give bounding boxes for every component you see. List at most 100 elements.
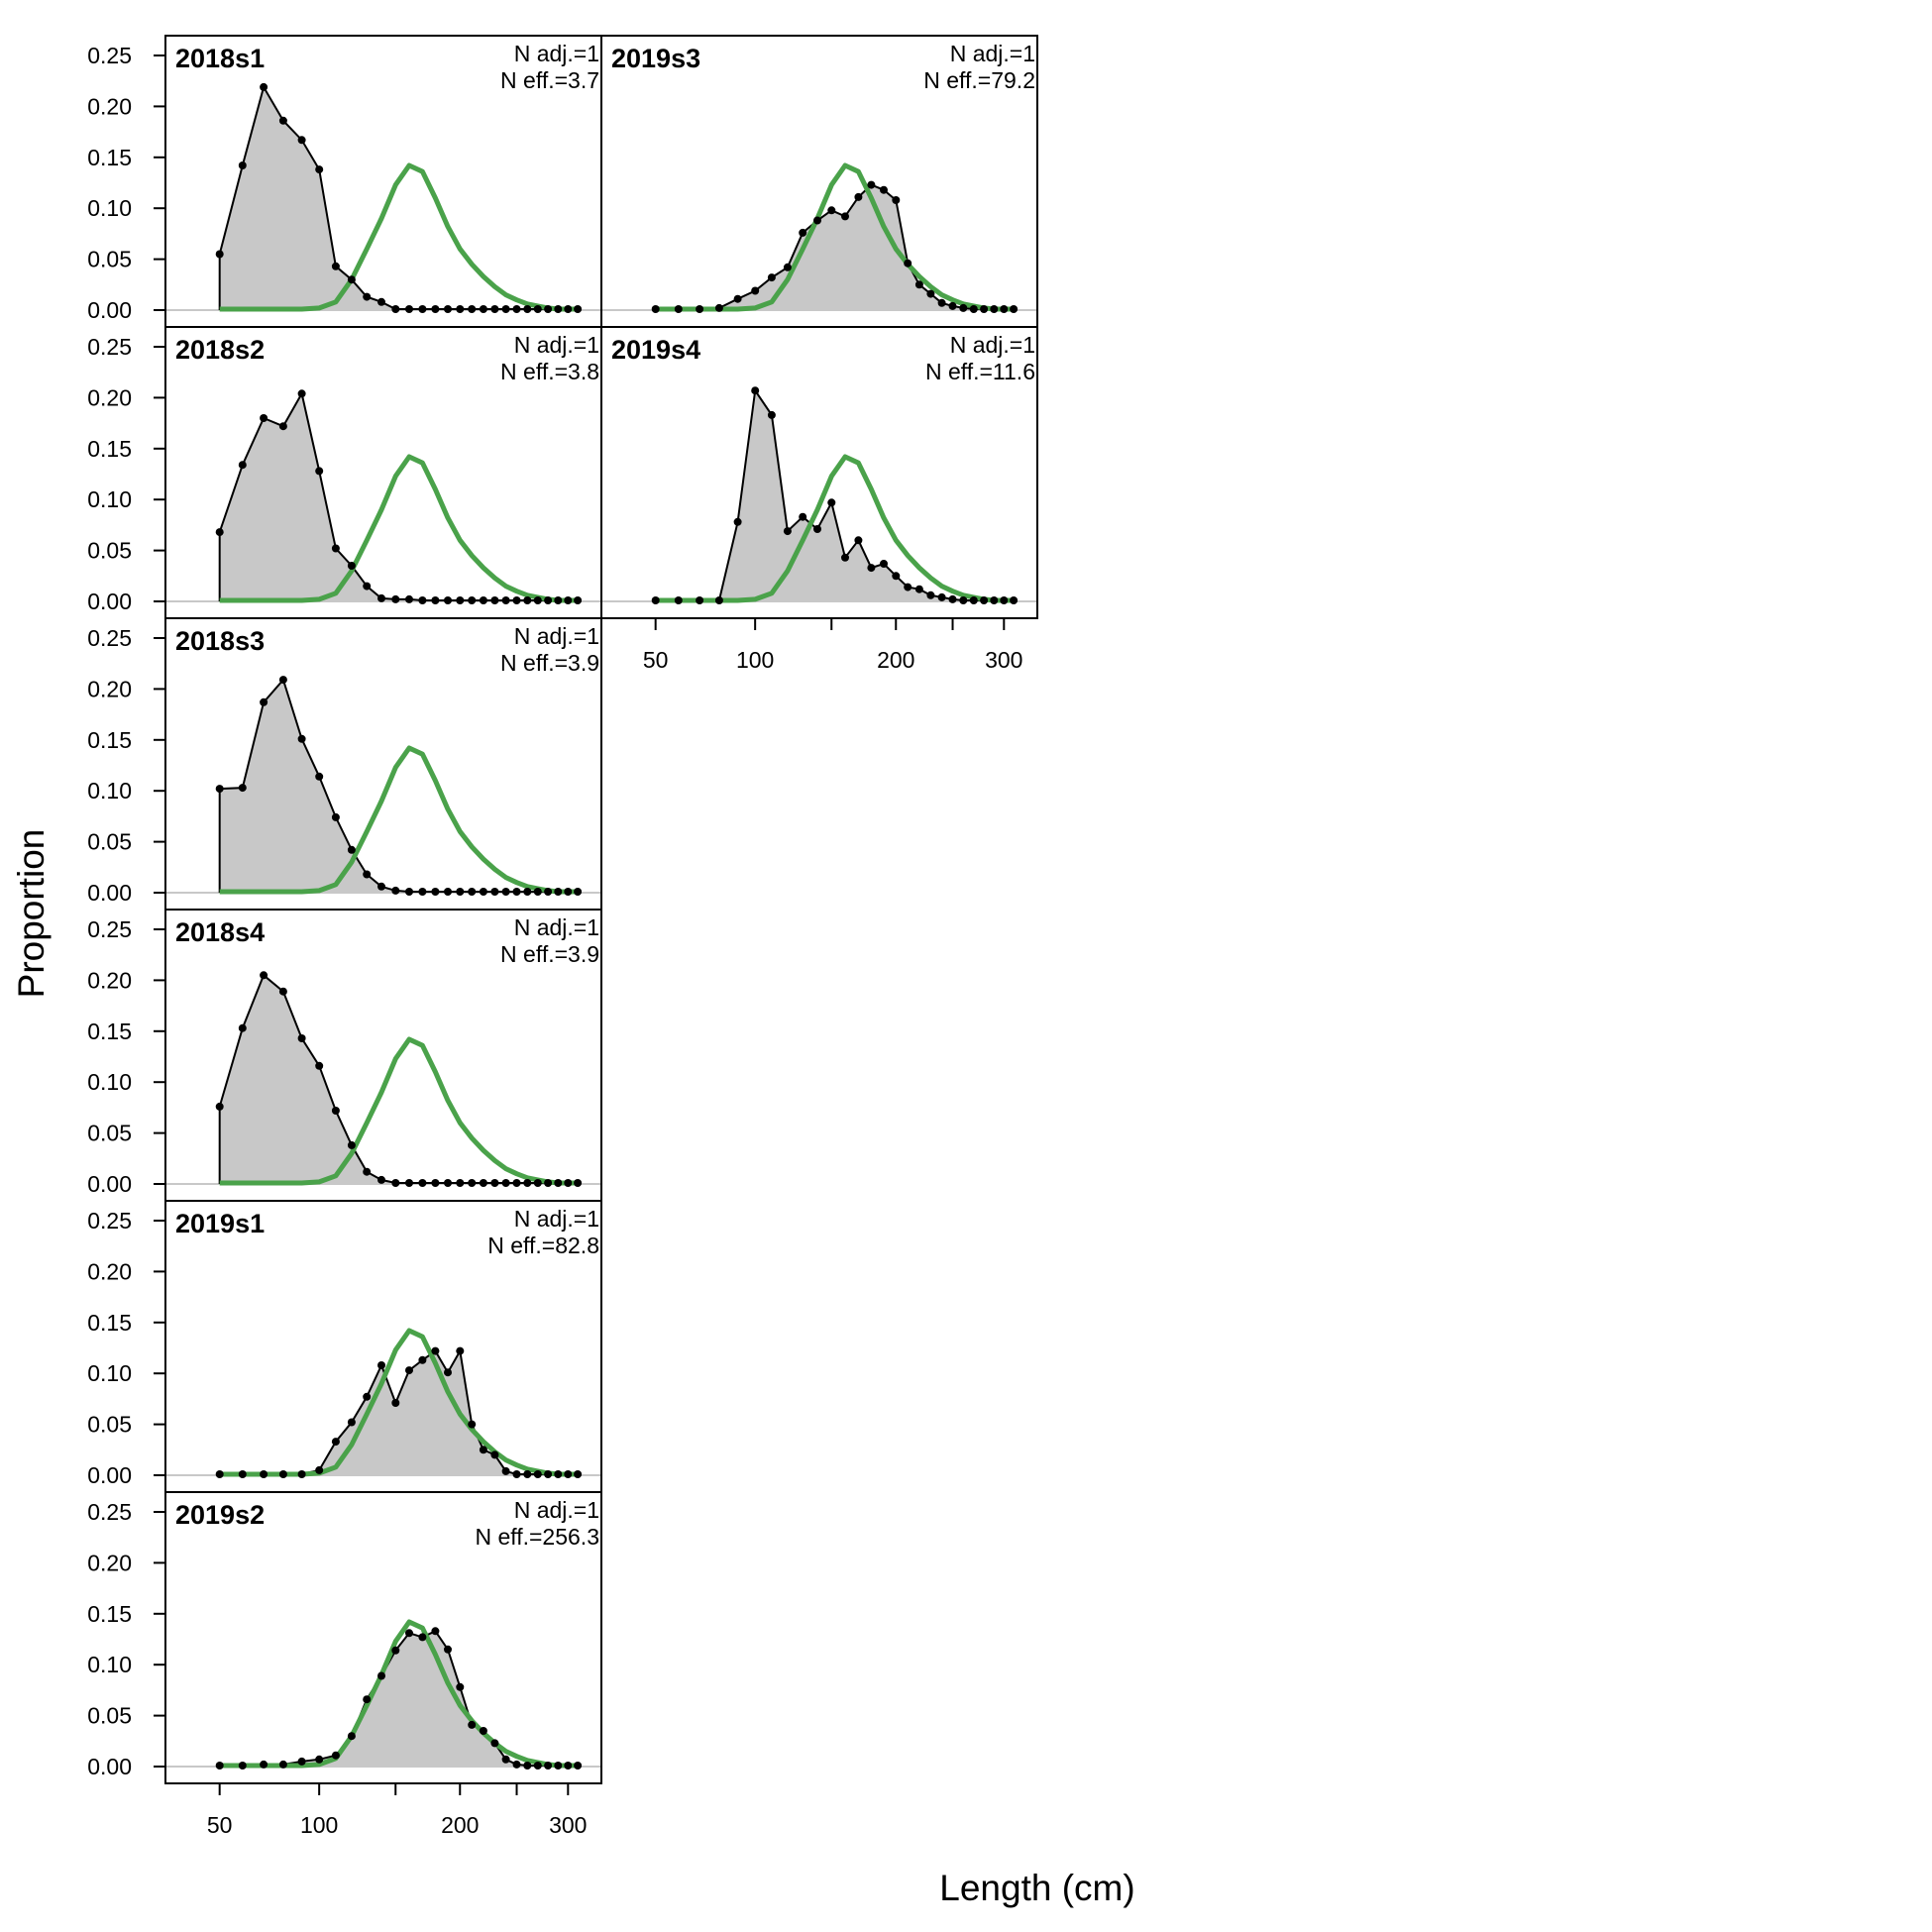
expected-line (219, 162, 579, 312)
observed-point (468, 596, 477, 604)
observed-point (554, 1470, 563, 1478)
observed-point (544, 1470, 553, 1478)
x-tick-label: 200 (441, 1812, 479, 1838)
observed-point (1000, 596, 1009, 604)
panels-layer: 2018s1 N adj.=1N eff.=3.70.000.050.100.15… (87, 35, 1038, 1838)
observed-point (574, 1762, 583, 1770)
observed-point (215, 250, 224, 259)
observed-point (260, 1760, 268, 1769)
observed-point (651, 305, 660, 313)
observed-point (544, 1179, 553, 1187)
expected-line (655, 454, 1015, 603)
expected-line (219, 454, 579, 603)
observed-point (914, 280, 923, 289)
observed-point (969, 596, 978, 604)
observed-point (564, 305, 573, 313)
observed-point (512, 888, 521, 896)
n-adj-label: N adj.=1 (514, 914, 599, 940)
panel-label: 2019s1 (175, 1209, 265, 1238)
expected-line (655, 162, 1015, 312)
y-tick-label: 0.10 (87, 1652, 132, 1677)
observed-point (948, 594, 957, 603)
n-eff-label: N eff.=79.2 (923, 67, 1035, 93)
observed-point (490, 1450, 499, 1459)
y-tick-label: 0.10 (87, 486, 132, 512)
observed-point (347, 562, 356, 570)
observed-point (297, 136, 306, 145)
observed-point (714, 596, 723, 604)
y-tick-label: 0.20 (87, 93, 132, 119)
y-tick-label: 0.10 (87, 778, 132, 804)
observed-area (219, 680, 579, 893)
observed-point (431, 1346, 440, 1355)
observed-point (297, 1470, 306, 1478)
observed-point (490, 305, 499, 313)
observed-area (219, 86, 579, 311)
n-eff-label: N eff.=3.9 (500, 650, 599, 676)
observed-area (219, 1631, 579, 1767)
observed-point (278, 1760, 287, 1769)
observed-point (238, 1762, 247, 1770)
observed-point (215, 1762, 224, 1770)
y-tick-label: 0.20 (87, 384, 132, 410)
observed-point (215, 1102, 224, 1111)
observed-point (904, 259, 912, 268)
observed-point (468, 1420, 477, 1429)
observed-point (456, 305, 465, 313)
observed-point (215, 1470, 224, 1478)
observed-point (331, 544, 340, 553)
panel-2018s1: 2018s1 N adj.=1N eff.=3.7 0.00 0.05 0.10 0.15… (87, 35, 602, 328)
observed-point (969, 305, 978, 313)
observed-point (260, 82, 268, 91)
x-tick-label: 50 (643, 647, 669, 673)
panel-label: 2018s2 (175, 335, 265, 365)
observed-point (468, 888, 477, 896)
observed-point (238, 784, 247, 793)
observed-line (218, 973, 579, 1185)
y-tick-label: 0.00 (87, 589, 132, 614)
observed-point (479, 596, 487, 604)
observed-point (479, 888, 487, 896)
y-tick-label: 0.15 (87, 1601, 132, 1627)
observed-point (479, 305, 487, 313)
observed-point (363, 1695, 372, 1704)
observed-point (799, 512, 807, 521)
observed-line (654, 387, 1015, 602)
observed-point (523, 888, 532, 896)
observed-point (533, 1762, 542, 1770)
observed-point (674, 305, 683, 313)
observed-point (926, 289, 935, 298)
observed-point (418, 1179, 427, 1187)
observed-point (813, 525, 821, 533)
observed-point (456, 1346, 465, 1355)
observed-point (363, 582, 372, 590)
observed-point (391, 886, 400, 895)
observed-point (431, 1627, 440, 1636)
n-eff-label: N eff.=3.8 (500, 359, 599, 384)
n-adj-label: N adj.=1 (950, 41, 1035, 66)
observed-point (959, 303, 968, 312)
observed-point (512, 1179, 521, 1187)
observed-point (377, 1361, 385, 1369)
observed-point (456, 596, 465, 604)
observed-point (391, 594, 400, 603)
observed-point (533, 888, 542, 896)
observed-point (444, 305, 452, 313)
y-tick-label: 0.25 (87, 1208, 132, 1234)
observed-point (799, 228, 807, 237)
panel-label: 2018s4 (175, 917, 265, 947)
observed-point (347, 1732, 356, 1741)
y-tick-label: 0.10 (87, 195, 132, 221)
observed-point (854, 192, 863, 201)
observed-point (418, 305, 427, 313)
x-tick-label: 100 (736, 647, 774, 673)
panel-frame (164, 1491, 602, 1784)
observed-point (444, 596, 452, 604)
y-tick-label: 0.15 (87, 436, 132, 462)
observed-point (260, 1470, 268, 1478)
observed-point (574, 888, 583, 896)
panel-2019s4: 2019s4 N adj.=1N eff.=11.6 50 100 200 300 (600, 326, 1038, 673)
observed-point (347, 845, 356, 854)
observed-point (574, 305, 583, 313)
observed-point (278, 422, 287, 431)
